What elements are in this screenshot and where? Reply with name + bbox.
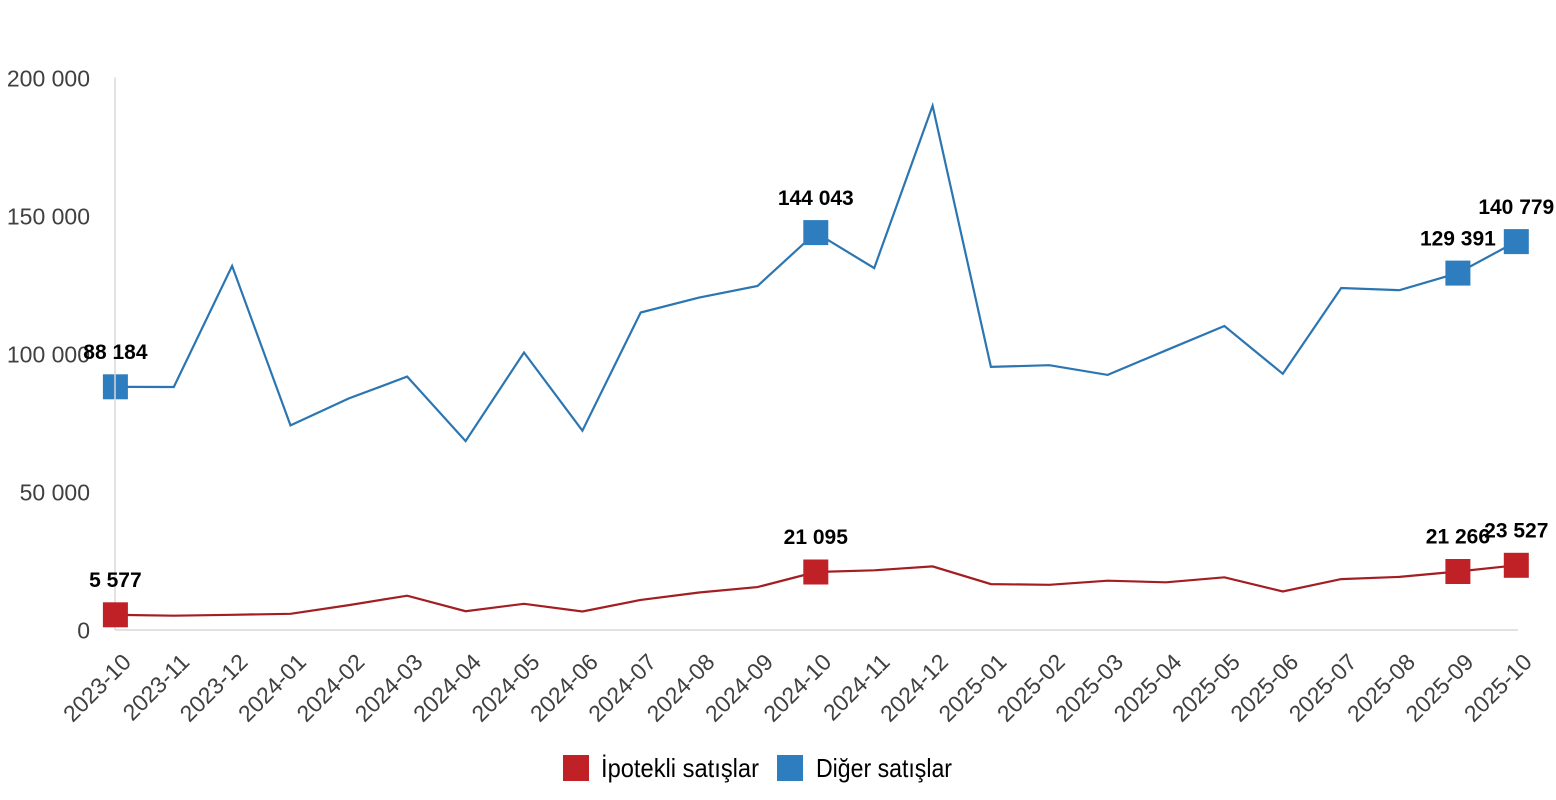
svg-text:100 000: 100 000 bbox=[7, 341, 90, 367]
svg-text:21 095: 21 095 bbox=[784, 526, 849, 549]
svg-text:İpotekli satışlar: İpotekli satışlar bbox=[601, 753, 759, 783]
svg-text:50 000: 50 000 bbox=[20, 479, 90, 505]
svg-text:150 000: 150 000 bbox=[7, 203, 90, 229]
svg-text:23 527: 23 527 bbox=[1484, 520, 1548, 543]
svg-text:21 266: 21 266 bbox=[1426, 526, 1490, 549]
svg-text:140 779: 140 779 bbox=[1478, 196, 1554, 219]
svg-text:5 577: 5 577 bbox=[89, 569, 142, 592]
svg-text:0: 0 bbox=[77, 617, 90, 643]
svg-text:200 000: 200 000 bbox=[7, 65, 90, 91]
svg-text:144 043: 144 043 bbox=[778, 187, 854, 210]
svg-text:88 184: 88 184 bbox=[83, 341, 148, 364]
svg-text:129 391: 129 391 bbox=[1420, 227, 1496, 250]
svg-text:Diğer satışlar: Diğer satışlar bbox=[816, 753, 952, 783]
